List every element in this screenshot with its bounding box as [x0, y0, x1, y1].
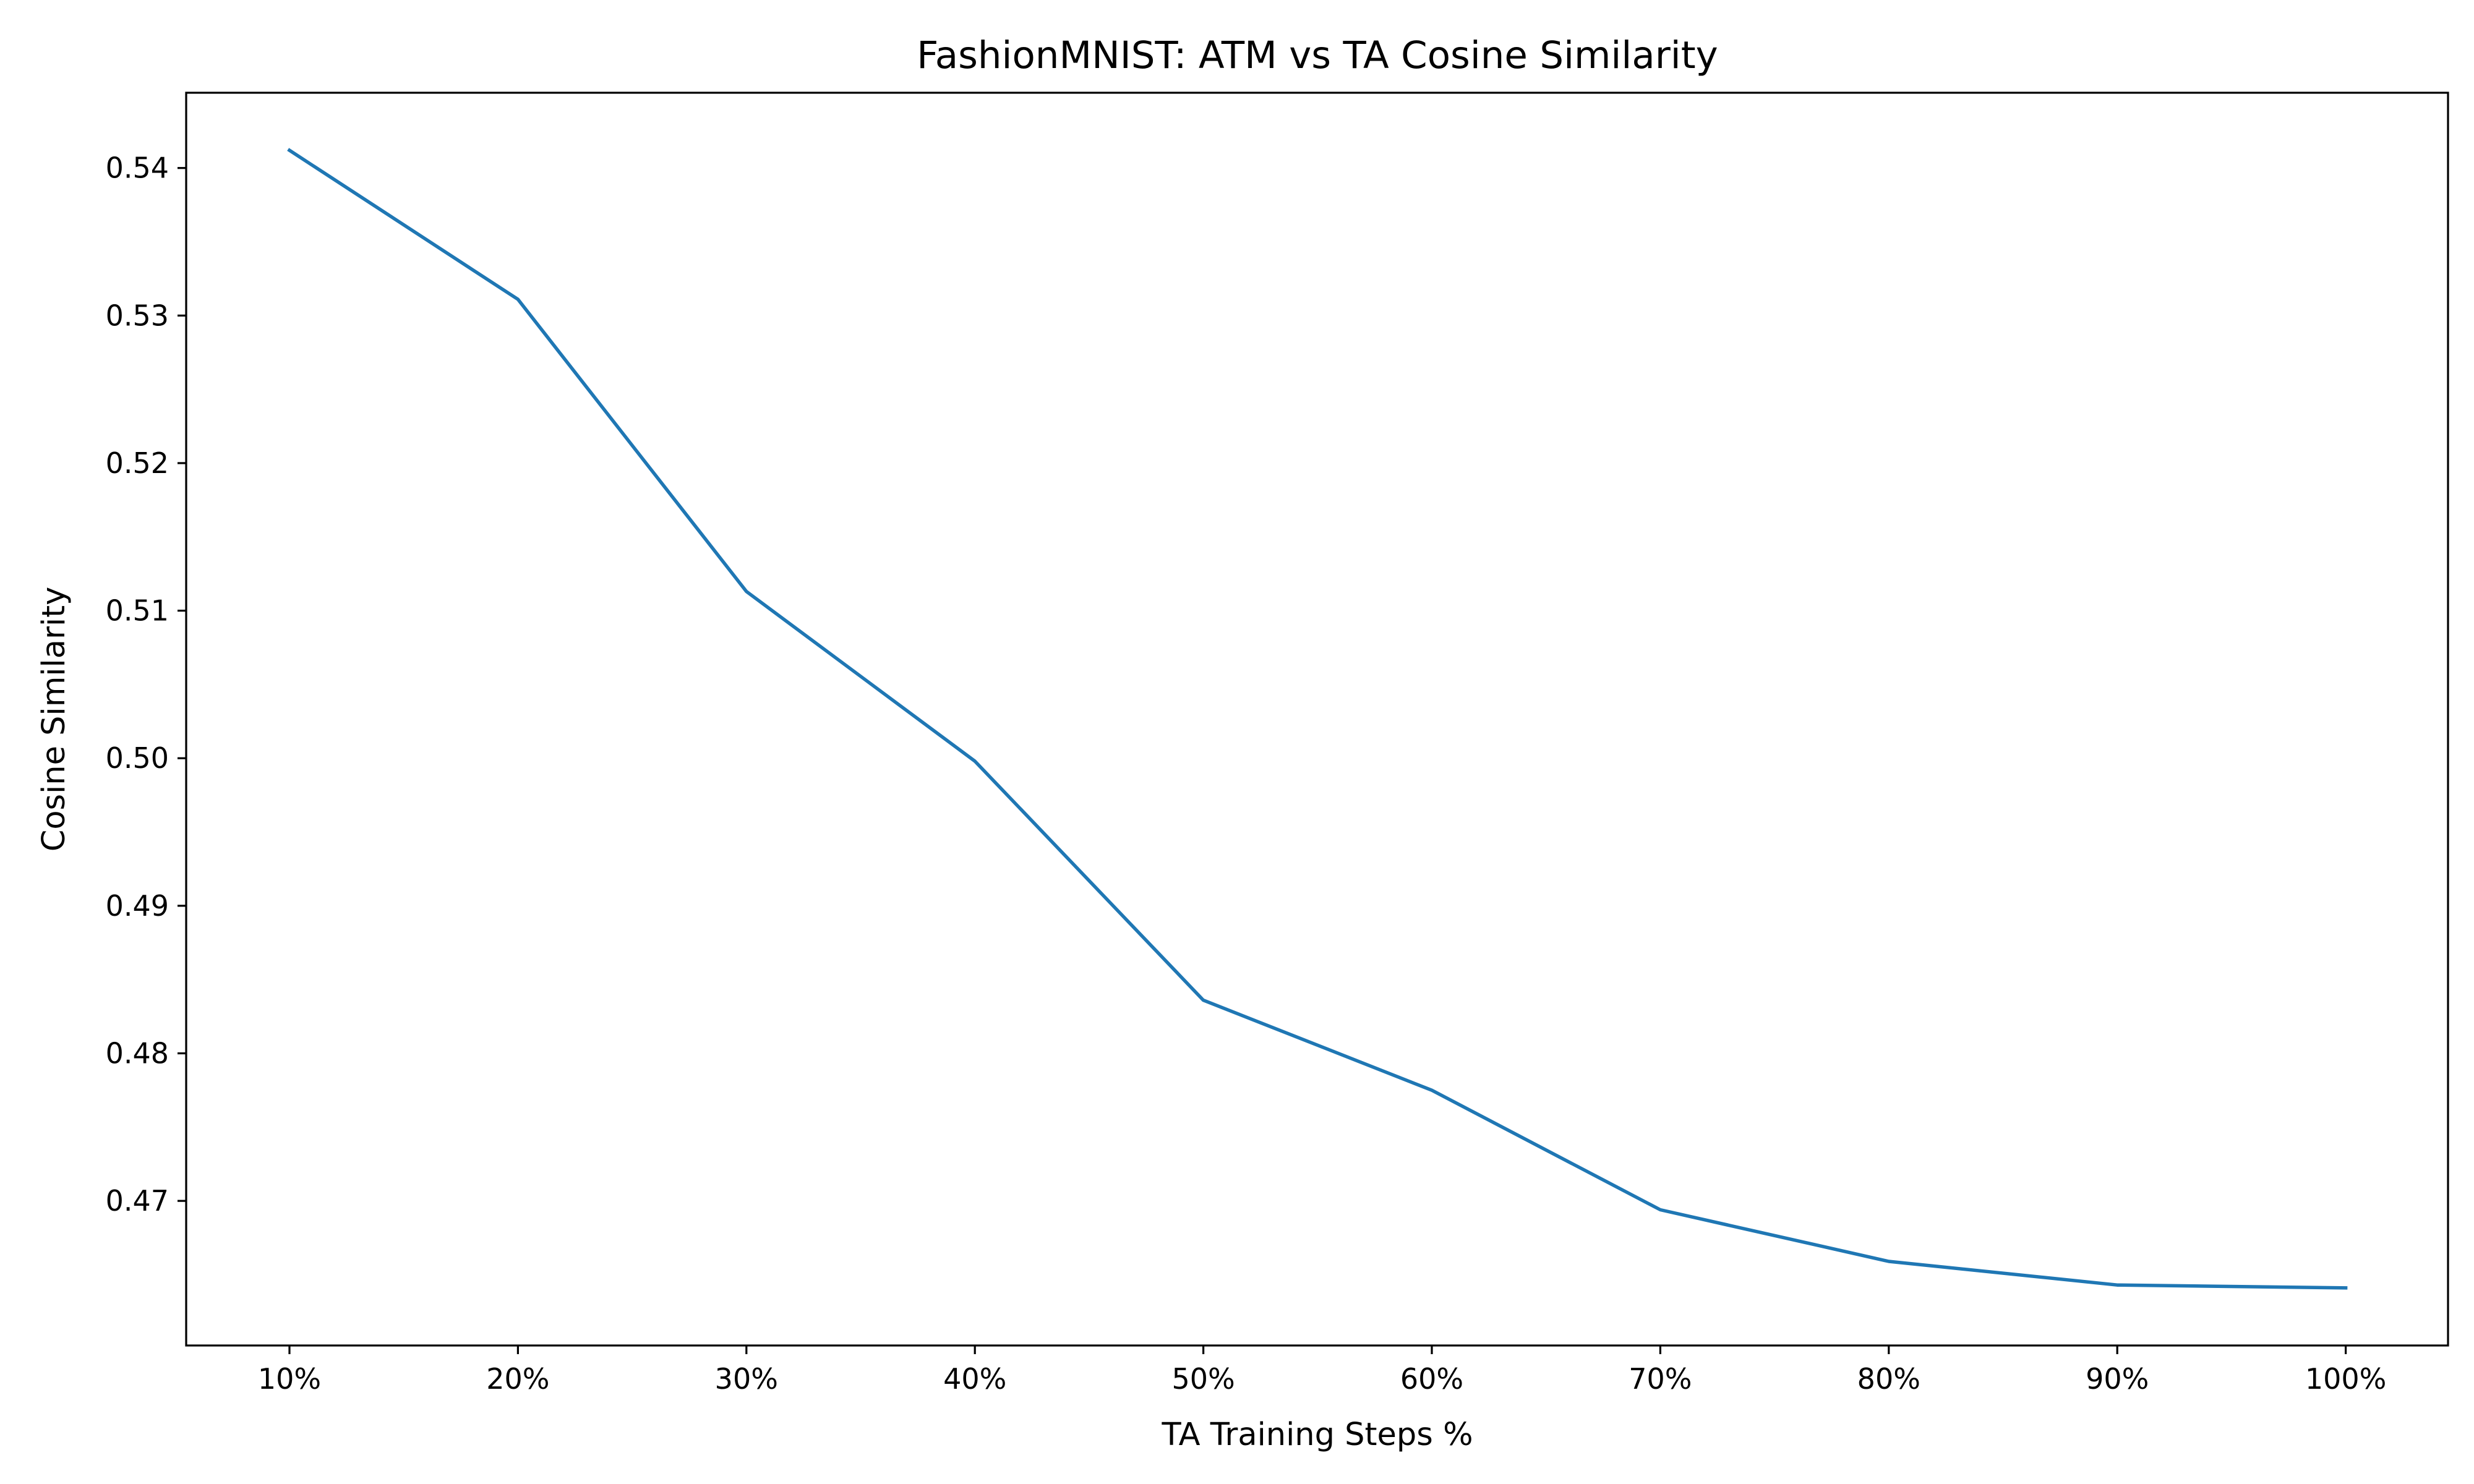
x-axis: 10% 20% 30% 40% 50% 60% 70% 80% 90% 100% [258, 1345, 2386, 1396]
y-tick-label: 0.53 [106, 299, 169, 332]
x-tick-label: 20% [486, 1362, 549, 1396]
x-tick-label: 100% [2305, 1362, 2387, 1396]
x-tick-label: 40% [943, 1362, 1006, 1396]
y-tick-label: 0.54 [106, 151, 169, 185]
chart-title: FashionMNIST: ATM vs TA Cosine Similarit… [917, 33, 1718, 77]
y-tick-label: 0.50 [106, 741, 169, 775]
x-tick-label: 70% [1629, 1362, 1692, 1396]
y-tick-label: 0.51 [106, 594, 169, 628]
x-tick-label: 80% [1857, 1362, 1920, 1396]
y-tick-label: 0.49 [106, 889, 169, 923]
plot-area [287, 148, 2348, 1290]
x-tick-label: 50% [1171, 1362, 1235, 1396]
y-tick-label: 0.48 [106, 1037, 169, 1070]
plot-frame [185, 92, 2449, 1347]
x-axis-label: TA Training Steps % [1161, 1417, 1473, 1453]
x-tick-label: 60% [1400, 1362, 1463, 1396]
x-tick-label: 10% [258, 1362, 321, 1396]
y-axis: 0.47 0.48 0.49 0.50 0.51 0.52 0.53 0.54 [106, 151, 186, 1217]
y-axis-label: Cosine Similarity [36, 587, 72, 852]
y-tick-label: 0.52 [106, 446, 169, 480]
x-tick-label: 30% [715, 1362, 778, 1396]
y-tick-label: 0.47 [106, 1184, 169, 1217]
series-line [287, 148, 2348, 1290]
x-tick-label: 90% [2086, 1362, 2149, 1396]
